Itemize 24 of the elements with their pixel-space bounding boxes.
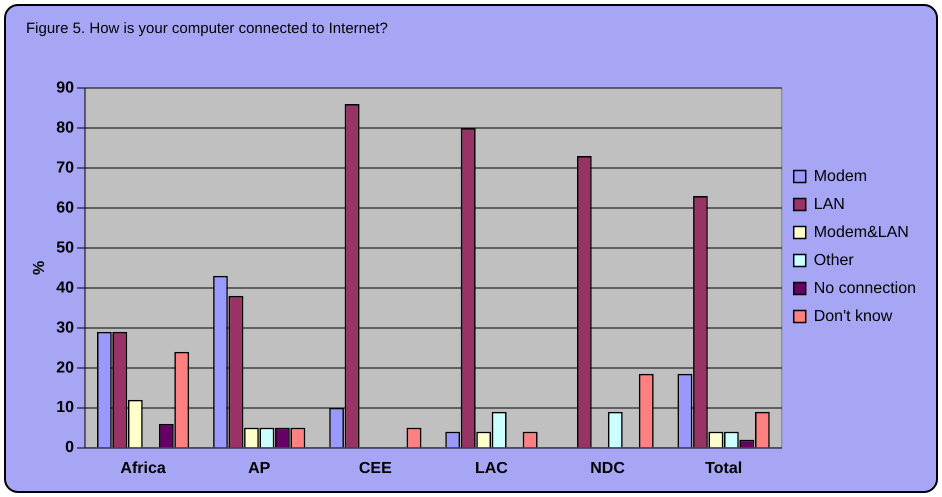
legend-label: Other [814, 252, 854, 269]
y-tick-label: 0 [65, 439, 74, 456]
x-tick-label: AP [248, 460, 271, 477]
legend-label: LAN [814, 196, 845, 213]
y-tick-label: 80 [56, 119, 74, 136]
y-tick-label: 70 [56, 159, 74, 176]
y-tick-label: 40 [56, 279, 74, 296]
chart-title: Figure 5. How is your computer connected to Internet? [26, 20, 388, 38]
legend-label: Don't know [814, 308, 893, 325]
y-tick-label: 50 [56, 239, 74, 256]
legend-label: Modem&LAN [814, 224, 909, 241]
y-tick-label: 20 [56, 359, 74, 376]
x-tick-label: Africa [120, 460, 166, 477]
y-tick-label: 30 [56, 319, 74, 336]
x-tick-label: NDC [590, 460, 626, 477]
legend-label: No connection [814, 280, 916, 297]
y-tick-label: 10 [56, 399, 74, 416]
x-tick-label: LAC [474, 460, 508, 477]
legend-label: Modem [814, 168, 868, 185]
y-axis-title: % [31, 260, 48, 276]
x-tick-label: Total [705, 460, 742, 477]
x-tick-label: CEE [358, 460, 392, 477]
y-tick-label: 90 [56, 79, 74, 96]
y-tick-label: 60 [56, 199, 74, 216]
